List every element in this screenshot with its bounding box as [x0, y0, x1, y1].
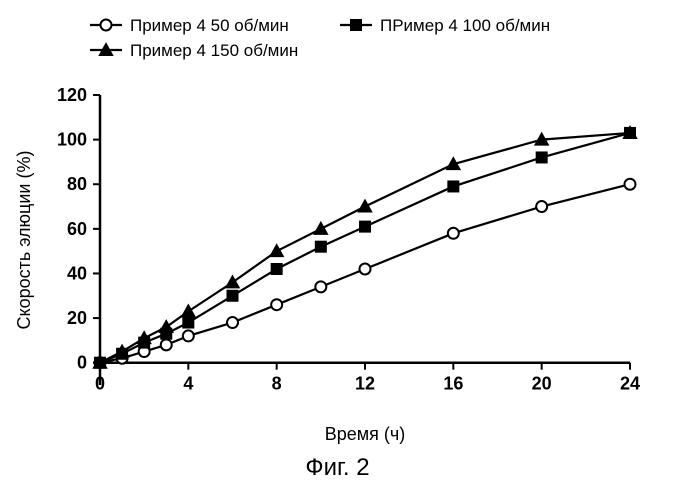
marker-circle: [271, 299, 282, 310]
legend-label: Пример 4 50 об/мин: [130, 16, 289, 35]
marker-circle: [227, 317, 238, 328]
marker-square: [351, 20, 362, 31]
marker-square: [536, 152, 547, 163]
x-tick-label: 4: [183, 374, 193, 394]
marker-circle: [315, 281, 326, 292]
marker-circle: [360, 264, 371, 275]
x-axis-label: Время (ч): [325, 424, 406, 444]
marker-square: [360, 221, 371, 232]
x-tick-label: 0: [95, 374, 105, 394]
x-tick-label: 20: [532, 374, 552, 394]
figure-root: Пример 4 50 об/мин ПРимер 4 100 об/мин При…: [0, 0, 675, 500]
marker-circle: [448, 228, 459, 239]
legend-label: Пример 4 150 об/мин: [130, 41, 298, 60]
y-tick-label: 20: [67, 308, 87, 328]
marker-circle: [183, 330, 194, 341]
x-tick-label: 16: [443, 374, 463, 394]
marker-circle: [161, 339, 172, 350]
x-tick-label: 24: [620, 374, 640, 394]
y-tick-label: 100: [57, 130, 87, 150]
y-tick-label: 120: [57, 85, 87, 105]
y-tick-label: 60: [67, 219, 87, 239]
marker-square: [271, 264, 282, 275]
marker-circle: [536, 201, 547, 212]
y-tick-label: 80: [67, 174, 87, 194]
marker-square: [183, 317, 194, 328]
marker-circle: [625, 179, 636, 190]
marker-circle: [101, 20, 112, 31]
marker-square: [227, 290, 238, 301]
marker-square: [315, 241, 326, 252]
chart-svg: Пример 4 50 об/мин ПРимер 4 100 об/мин При…: [0, 0, 675, 500]
figure-caption: Фиг. 2: [305, 454, 369, 481]
y-axis-label: Скорость элюции (%): [14, 151, 34, 330]
x-tick-label: 12: [355, 374, 375, 394]
y-tick-label: 40: [67, 263, 87, 283]
y-tick-label: 0: [77, 353, 87, 373]
marker-square: [448, 181, 459, 192]
x-tick-label: 8: [272, 374, 282, 394]
legend-label: ПРимер 4 100 об/мин: [380, 16, 550, 35]
